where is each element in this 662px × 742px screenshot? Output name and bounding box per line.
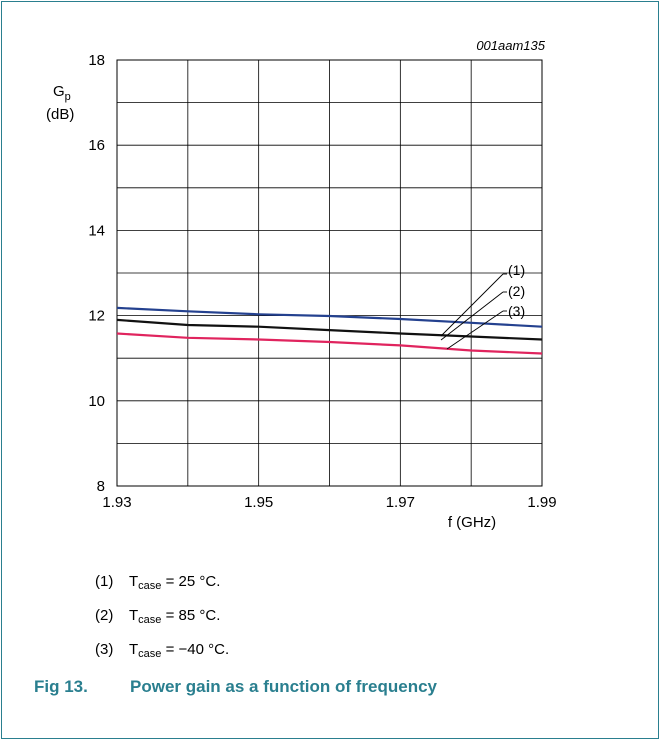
figure-title: Fig 13. Power gain as a function of frequ…: [34, 677, 437, 697]
series-line: [116, 306, 543, 328]
legend-note-symbol: T: [129, 573, 139, 590]
x-tick-label: 1.99: [527, 494, 556, 511]
series-line: [116, 318, 543, 341]
power-gain-chart: 1.93 1.95 1.97 1.99 8 10 12 14 16 18 001aam135 Gp…: [46, 38, 557, 531]
legend-note-text: = 85 °C.: [161, 607, 221, 624]
legend-note-subscript: case: [138, 580, 162, 592]
legend-note-symbol: T: [129, 607, 139, 624]
figure-number: Fig 13.: [34, 677, 88, 696]
legend-note-number: (1): [95, 573, 114, 590]
legend-note-number: (2): [95, 607, 114, 624]
series-label: (2): [508, 283, 525, 299]
legend-note-text: = 25 °C.: [161, 573, 221, 590]
series-label: (1): [508, 262, 525, 278]
y-tick-label: 12: [88, 308, 105, 325]
x-tick-label: 1.97: [386, 494, 415, 511]
y-axis-label: Gp: [53, 83, 71, 103]
plot-area: [116, 59, 543, 487]
legend-note: (2) Tcase = 85 °C.: [95, 607, 220, 629]
legend-note: (3) Tcase = −40 °C.: [95, 641, 229, 663]
series-line: [116, 332, 543, 355]
grid: [117, 60, 542, 486]
x-tick-label: 1.95: [244, 494, 273, 511]
figure-id-code: 001aam135: [476, 38, 545, 53]
series-group: [116, 306, 543, 355]
legend-note-subscript: case: [138, 614, 162, 626]
leader-line: [440, 273, 504, 337]
y-axis-unit: (dB): [46, 106, 74, 123]
y-tick-label: 16: [88, 137, 105, 154]
legend-note-text: = −40 °C.: [161, 641, 230, 658]
y-tick-label: 18: [88, 52, 105, 69]
leader-line: [446, 310, 504, 350]
legend-note: (1) Tcase = 25 °C.: [95, 573, 220, 595]
y-tick-label: 8: [97, 478, 105, 495]
leader-line: [440, 291, 504, 341]
series-leaders: (1) (2) (3): [440, 262, 525, 350]
legend-note-number: (3): [95, 641, 114, 658]
x-tick-label: 1.93: [102, 494, 131, 511]
legend-note-subscript: case: [138, 648, 162, 660]
legend-note-symbol: T: [129, 641, 139, 658]
tick-labels: 1.93 1.95 1.97 1.99 8 10 12 14 16 18: [88, 52, 556, 511]
x-axis-label: f (GHz): [448, 514, 496, 531]
figure-title-text: Power gain as a function of frequency: [130, 677, 437, 696]
y-tick-label: 14: [88, 222, 105, 239]
series-label: (3): [508, 303, 525, 319]
y-tick-label: 10: [88, 393, 105, 410]
